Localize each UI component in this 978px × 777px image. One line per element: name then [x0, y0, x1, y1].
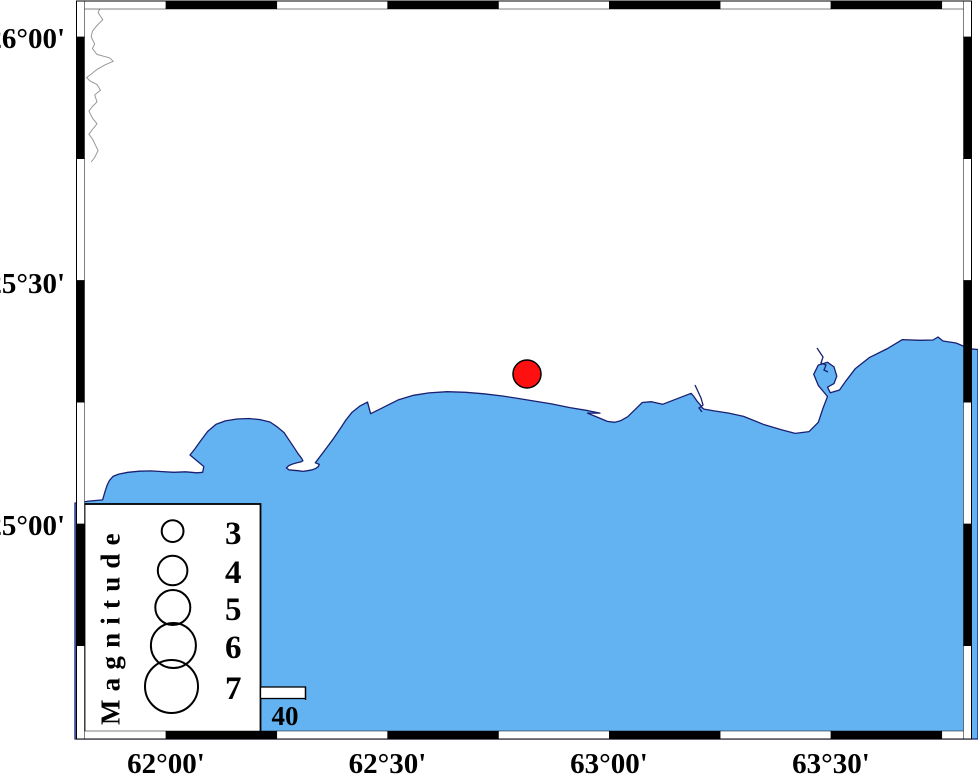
svg-text:62°30': 62°30' [349, 748, 427, 777]
svg-text:62°00': 62°00' [127, 748, 205, 777]
svg-text:63°30': 63°30' [792, 748, 870, 777]
svg-text:25°00': 25°00' [0, 510, 65, 542]
svg-text:7: 7 [225, 671, 242, 707]
svg-text:3: 3 [225, 516, 242, 552]
svg-text:25°30': 25°30' [0, 268, 65, 300]
svg-text:Magnitude: Magnitude [96, 525, 126, 725]
svg-text:40: 40 [272, 701, 299, 731]
svg-text:6: 6 [225, 630, 242, 666]
svg-text:4: 4 [225, 555, 242, 591]
svg-text:26°00': 26°00' [0, 23, 65, 55]
svg-text:5: 5 [225, 592, 242, 628]
svg-text:63°00': 63°00' [570, 748, 648, 777]
